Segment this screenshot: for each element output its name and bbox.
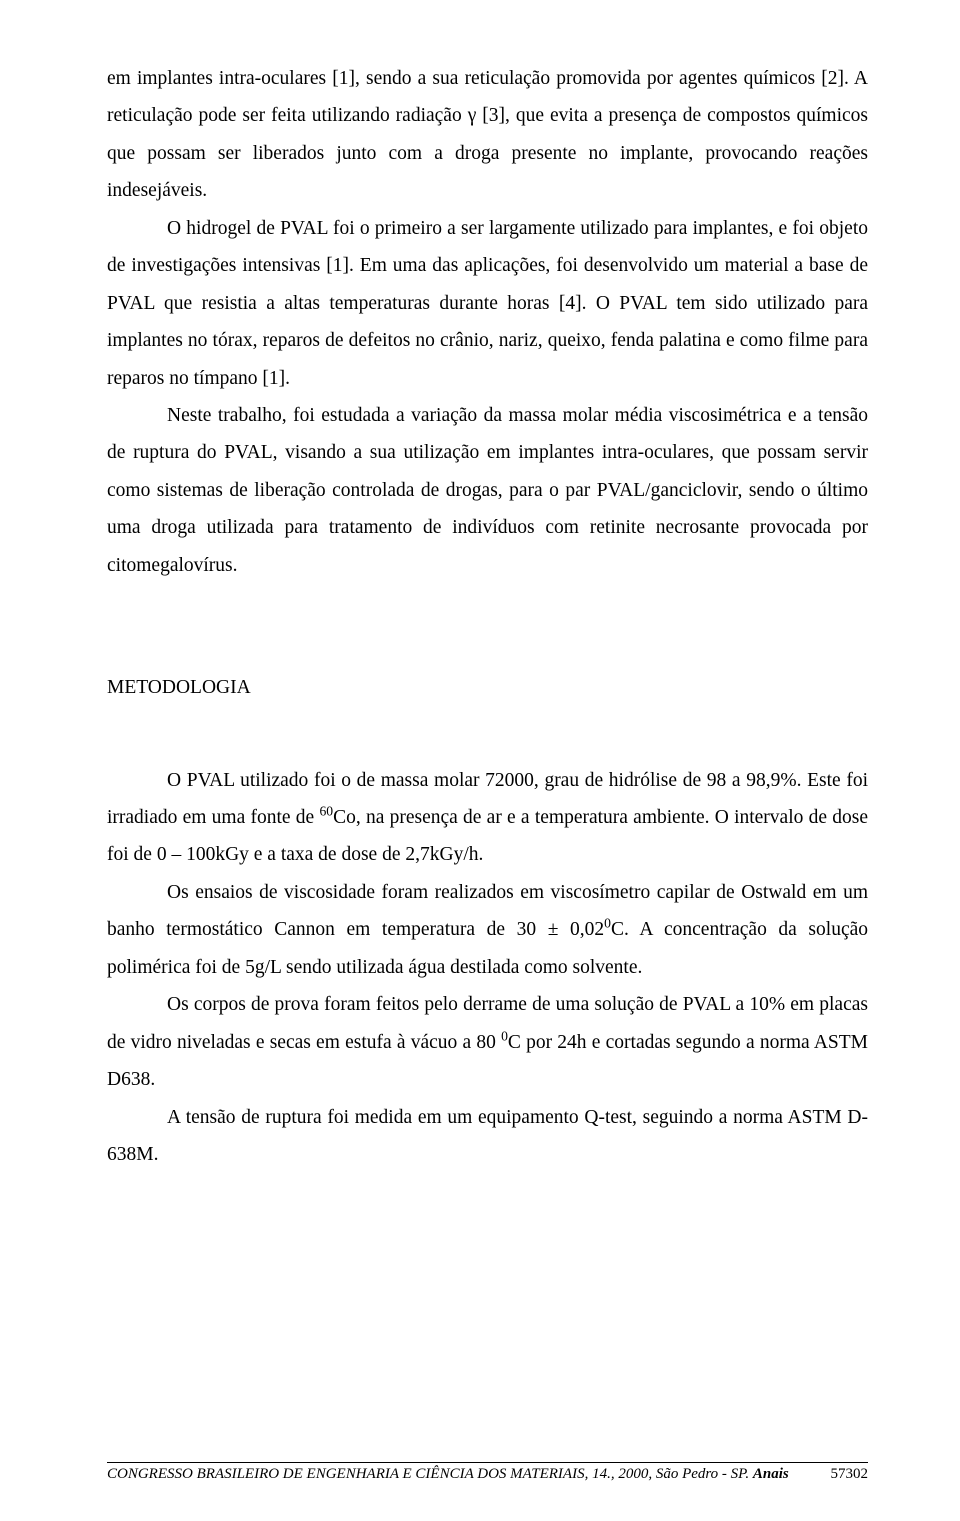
footer-conference: CONGRESSO BRASILEIRO DE ENGENHARIA E CIÊ… <box>107 1466 789 1483</box>
p5-superscript: 0 <box>604 916 611 931</box>
paragraph-1: em implantes intra-oculares [1], sendo a… <box>107 60 868 210</box>
paragraph-7: A tensão de ruptura foi medida em um equ… <box>107 1099 868 1174</box>
footer-page-number: 57302 <box>831 1466 869 1483</box>
p6-superscript: 0 <box>501 1028 508 1043</box>
footer-anais-label: Anais <box>753 1466 789 1482</box>
footer-conference-text: CONGRESSO BRASILEIRO DE ENGENHARIA E CIÊ… <box>107 1466 753 1482</box>
paragraph-3: Neste trabalho, foi estudada a variação … <box>107 397 868 584</box>
paragraph-4: O PVAL utilizado foi o de massa molar 72… <box>107 762 868 874</box>
section-heading-metodologia: METODOLOGIA <box>107 669 868 706</box>
paragraph-6: Os corpos de prova foram feitos pelo der… <box>107 986 868 1098</box>
page-footer: CONGRESSO BRASILEIRO DE ENGENHARIA E CIÊ… <box>107 1462 868 1483</box>
paragraph-5: Os ensaios de viscosidade foram realizad… <box>107 874 868 986</box>
paragraph-2: O hidrogel de PVAL foi o primeiro a ser … <box>107 210 868 397</box>
p4-superscript: 60 <box>319 804 333 819</box>
page-body: em implantes intra-oculares [1], sendo a… <box>107 60 868 1173</box>
